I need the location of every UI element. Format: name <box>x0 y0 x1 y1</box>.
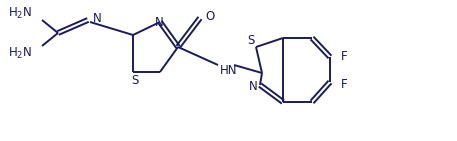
Text: O: O <box>205 9 214 23</box>
Text: F: F <box>340 49 347 62</box>
Text: N: N <box>154 16 163 29</box>
Text: S: S <box>131 74 138 88</box>
Text: N: N <box>249 81 257 93</box>
Text: $\mathsf{H_2N}$: $\mathsf{H_2N}$ <box>8 5 32 21</box>
Text: $\mathsf{H_2N}$: $\mathsf{H_2N}$ <box>8 45 32 60</box>
Text: F: F <box>340 78 347 91</box>
Text: N: N <box>93 13 102 26</box>
Text: HN: HN <box>220 64 238 78</box>
Text: S: S <box>247 35 255 48</box>
